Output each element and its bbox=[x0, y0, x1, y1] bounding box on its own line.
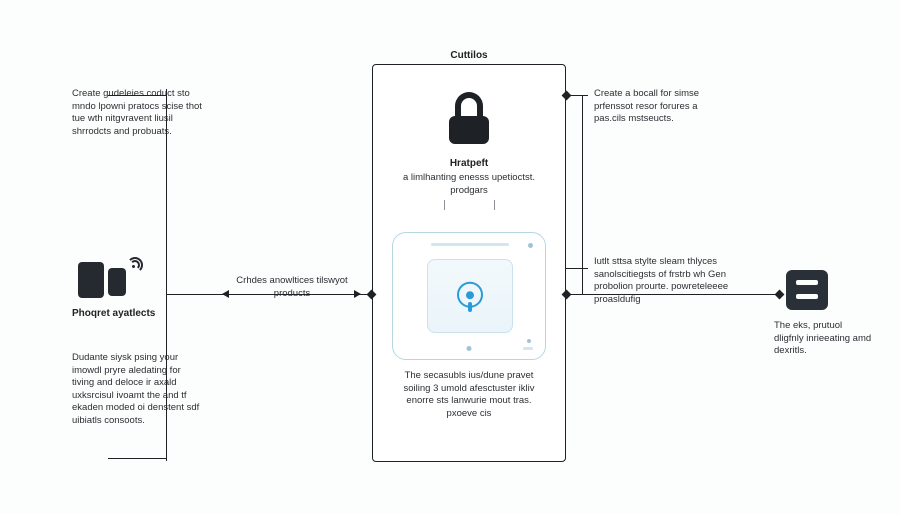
devices-icon bbox=[78, 262, 104, 298]
connector bbox=[582, 95, 583, 295]
lock-icon bbox=[446, 92, 492, 144]
divider-mark bbox=[494, 200, 495, 210]
keyhole-icon bbox=[427, 259, 513, 333]
block-mid-right: Iutlt sttsa stylte sleam thlyces sanolsc… bbox=[594, 256, 744, 306]
wifi-icon bbox=[127, 257, 139, 269]
divider-mark bbox=[444, 200, 445, 210]
arrow-left-icon bbox=[222, 290, 229, 298]
arrow-right-icon bbox=[354, 290, 361, 298]
connector bbox=[108, 95, 166, 96]
server-icon bbox=[786, 270, 828, 310]
devices-icon-small bbox=[108, 268, 126, 296]
center-title: Cuttilos bbox=[372, 50, 566, 61]
diamond-node bbox=[775, 289, 785, 299]
center-subheading: Hratpeft bbox=[392, 158, 546, 169]
connector bbox=[108, 458, 166, 459]
block-bottom-left: Dudante siysk psing your imowdl pryre al… bbox=[72, 352, 202, 427]
center-subtext: a limlhanting enesss upetioctst. prodgar… bbox=[396, 172, 542, 197]
connector bbox=[566, 294, 778, 295]
center-card-text: The secasubls ius/dune pravet soiling 3 … bbox=[396, 370, 542, 420]
connector bbox=[166, 92, 167, 458]
device-card bbox=[392, 232, 546, 360]
connector bbox=[566, 268, 588, 269]
right-caption: The eks, prutuol dligfnly inrieeating am… bbox=[774, 320, 874, 358]
connector bbox=[166, 294, 372, 295]
block-top-right: Create a bocall for simse prfenssot reso… bbox=[594, 88, 714, 126]
block-mid-left: Crhdes anowltices tilswyot products bbox=[232, 275, 352, 300]
